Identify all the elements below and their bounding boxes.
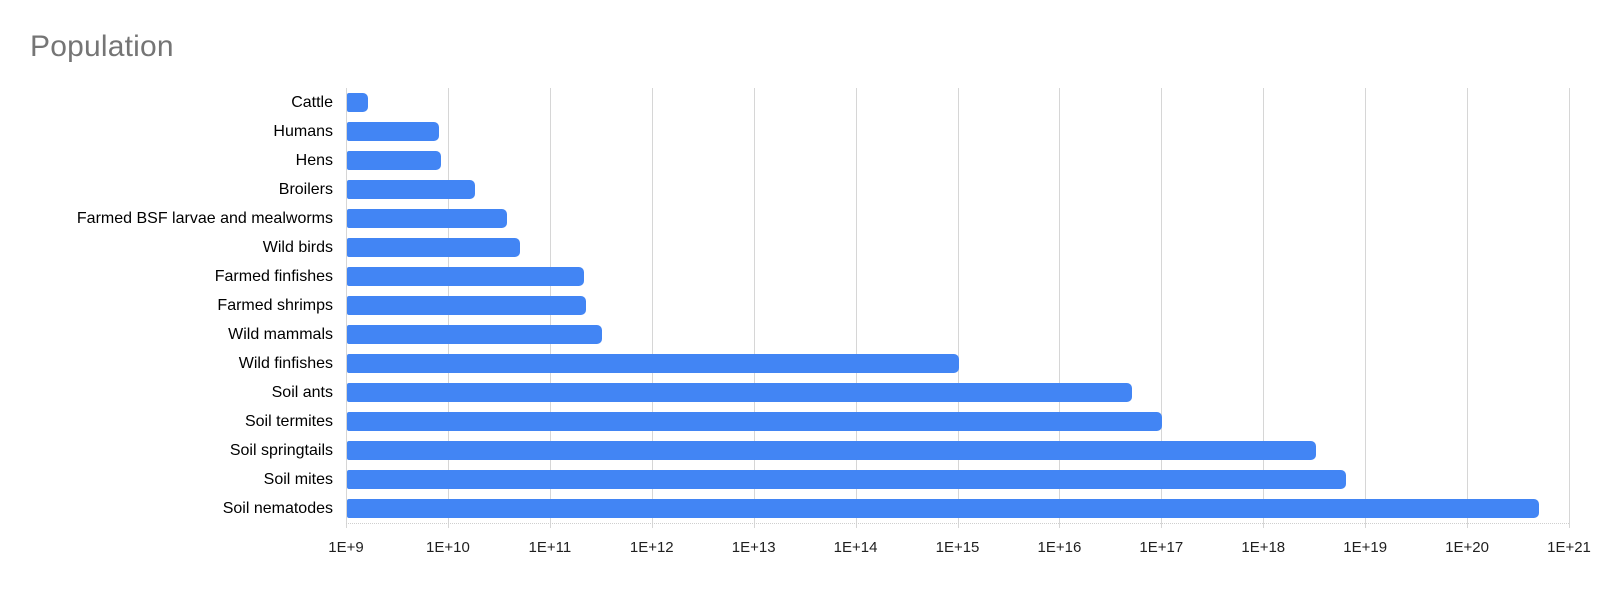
category-label: Soil springtails <box>229 441 333 459</box>
x-gridline <box>855 88 857 528</box>
bar-humans[interactable] <box>347 122 440 141</box>
bar-soil-springtails[interactable] <box>347 441 1316 460</box>
x-axis-tick-label: 1E+16 <box>1037 539 1082 556</box>
category-label: Soil termites <box>244 412 333 430</box>
bar-farmed-bsf-larvae-and-mealworms[interactable] <box>347 209 507 228</box>
x-axis-tick-label: 1E+14 <box>833 539 878 556</box>
x-axis-tick-label: 1E+20 <box>1445 539 1489 556</box>
x-axis-tick-label: 1E+11 <box>528 539 572 556</box>
x-gridline <box>957 88 959 528</box>
x-axis-tick-label: 1E+19 <box>1343 539 1388 556</box>
bar-soil-mites[interactable] <box>347 470 1346 489</box>
category-label: Farmed finfishes <box>214 267 333 285</box>
bar-farmed-finfishes[interactable] <box>347 267 584 286</box>
category-label: Farmed BSF larvae and mealworms <box>76 209 333 227</box>
x-axis-tick-label: 1E+21 <box>1547 539 1591 556</box>
category-label: Broilers <box>278 180 333 198</box>
x-axis-baseline <box>346 523 1569 524</box>
x-axis-tick-label: 1E+13 <box>731 539 776 556</box>
x-gridline <box>1059 88 1061 528</box>
category-label: Wild birds <box>262 238 333 256</box>
category-label: Soil nematodes <box>222 499 333 517</box>
category-label: Cattle <box>291 93 333 111</box>
bar-wild-finfishes[interactable] <box>347 354 959 373</box>
bar-hens[interactable] <box>347 151 442 170</box>
category-label: Wild mammals <box>228 325 333 343</box>
x-gridline <box>1161 88 1163 528</box>
x-axis-tick-label: 1E+17 <box>1139 539 1184 556</box>
category-label: Soil ants <box>271 383 333 401</box>
category-label: Soil mites <box>263 470 333 488</box>
x-axis-tick-label: 1E+18 <box>1241 539 1286 556</box>
x-gridline <box>1365 88 1367 528</box>
bar-soil-termites[interactable] <box>347 412 1163 431</box>
chart-title: Population <box>30 30 174 63</box>
x-gridline <box>1569 88 1570 528</box>
bar-soil-nematodes[interactable] <box>347 499 1540 518</box>
x-gridline <box>651 88 653 528</box>
x-gridline <box>1467 88 1469 528</box>
category-label: Farmed shrimps <box>217 296 333 314</box>
x-axis-tick-label: 1E+12 <box>629 539 674 556</box>
bar-cattle[interactable] <box>347 93 368 112</box>
x-gridline <box>1263 88 1265 528</box>
x-axis-tick-label: 1E+9 <box>328 539 364 556</box>
bar-soil-ants[interactable] <box>347 383 1132 402</box>
bar-wild-mammals[interactable] <box>347 325 603 344</box>
x-axis-tick-label: 1E+10 <box>426 539 470 556</box>
x-gridline <box>346 88 347 528</box>
bar-wild-birds[interactable] <box>347 238 521 257</box>
bar-broilers[interactable] <box>347 180 475 199</box>
category-label: Hens <box>295 151 333 169</box>
bar-farmed-shrimps[interactable] <box>347 296 586 315</box>
x-gridline <box>753 88 755 528</box>
category-label: Wild finfishes <box>238 354 333 372</box>
x-axis-tick-label: 1E+15 <box>935 539 980 556</box>
category-label: Humans <box>273 122 333 140</box>
